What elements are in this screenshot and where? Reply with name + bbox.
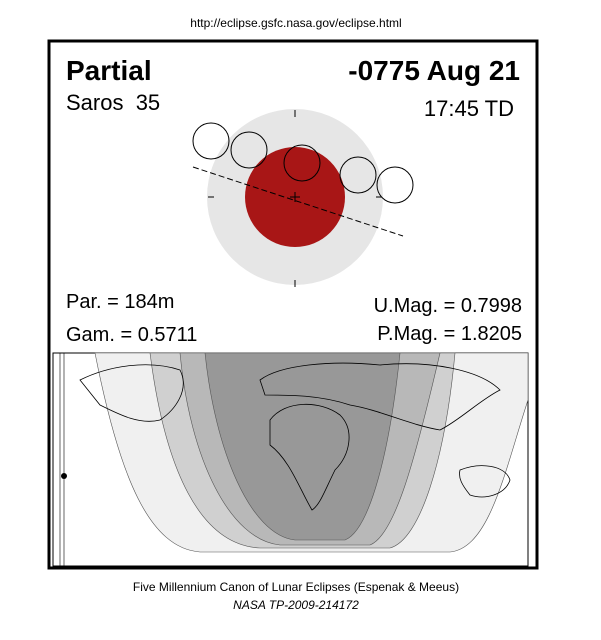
umbral-magnitude: U.Mag. = 0.7998 <box>374 295 522 317</box>
eclipse-type: Partial <box>66 55 152 86</box>
eclipse-date: -0775 Aug 21 <box>348 55 520 86</box>
publication: NASA TP-2009-214172 <box>233 598 359 612</box>
source-url: http://eclipse.gsfc.nasa.gov/eclipse.htm… <box>190 16 401 30</box>
world-map <box>52 352 529 567</box>
penumbral-magnitude: P.Mag. = 1.8205 <box>377 323 522 345</box>
canon-title: Five Millennium Canon of Lunar Eclipses … <box>133 580 459 594</box>
saros: Saros 35 <box>66 90 160 115</box>
eclipse-time: 17:45 TD <box>424 96 514 121</box>
partial-duration: Par. = 184m <box>66 291 174 313</box>
moon-path <box>192 110 414 287</box>
gamma: Gam. = 0.5711 <box>66 324 197 346</box>
